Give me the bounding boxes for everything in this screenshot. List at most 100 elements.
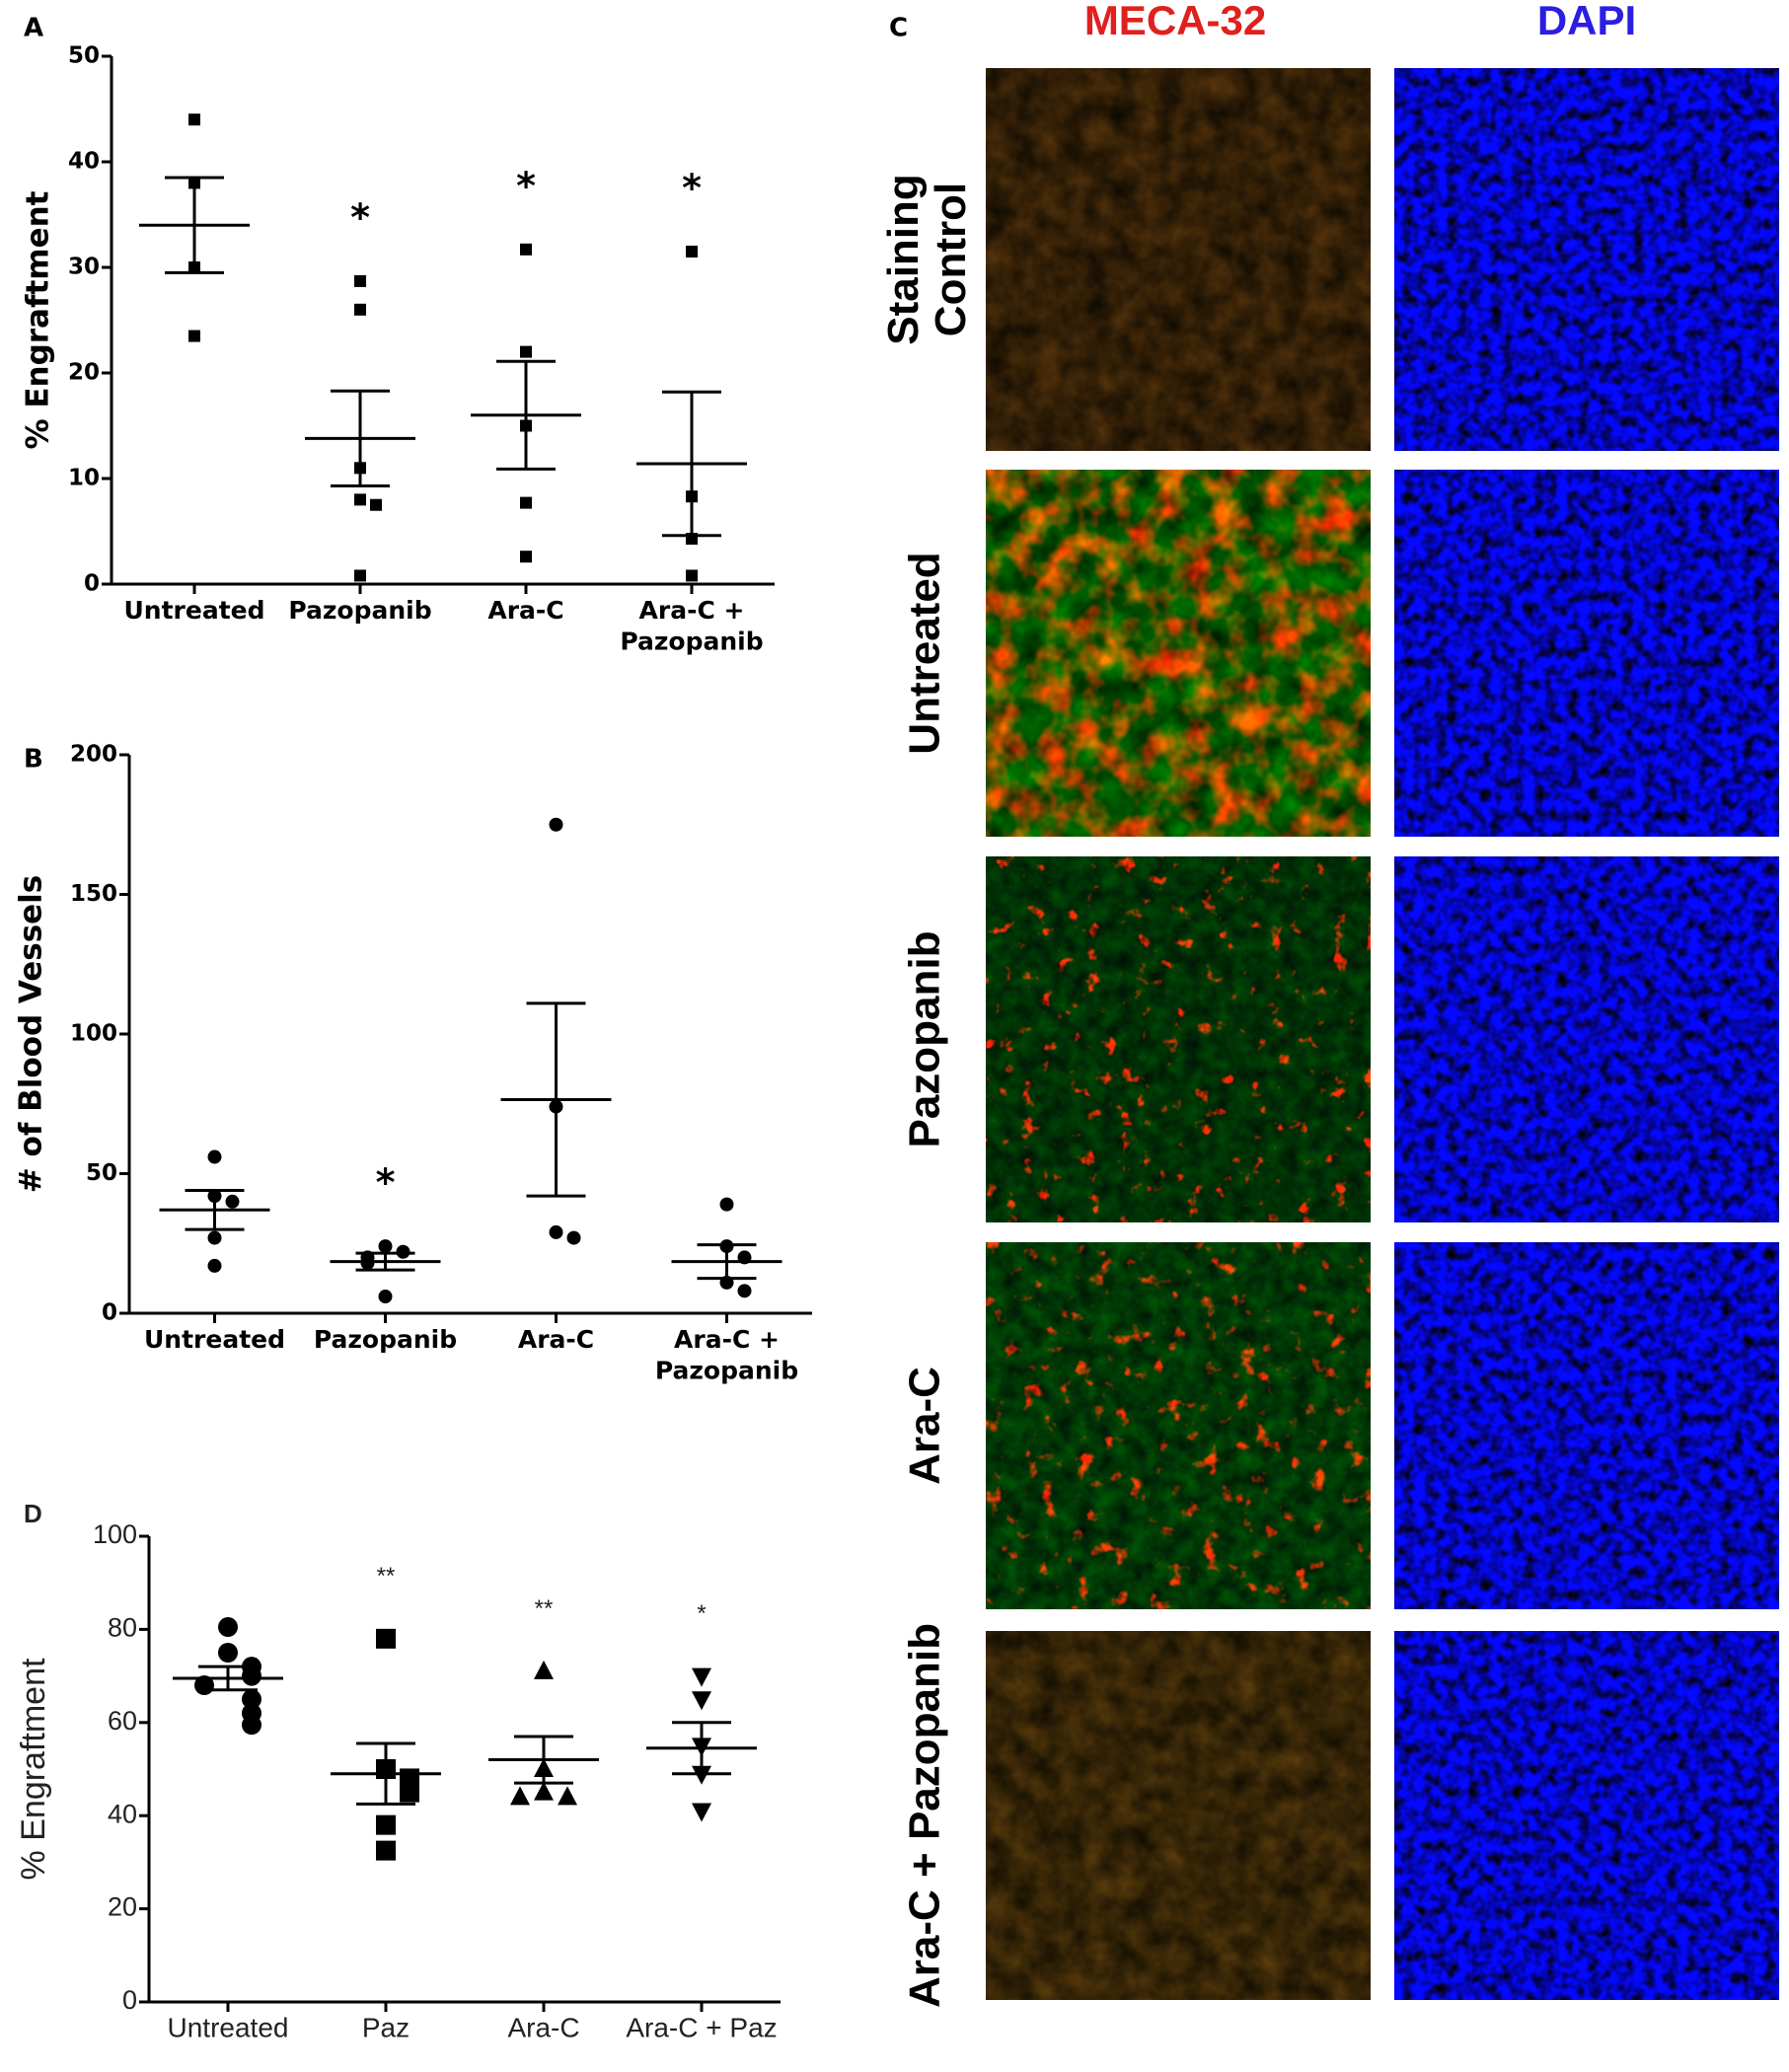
y-tick-label: 10 — [68, 466, 100, 491]
point — [692, 1691, 711, 1711]
point — [549, 1224, 563, 1239]
significance-mark: ** — [377, 1563, 396, 1590]
x-tick-label: Untreated — [168, 2012, 289, 2042]
y-tick-label: 100 — [93, 1519, 137, 1549]
x-tick-label: Pazopanib — [314, 1325, 457, 1354]
micrograph — [1394, 1242, 1779, 1609]
y-tick-label: 40 — [108, 1799, 137, 1828]
point — [534, 1660, 554, 1679]
y-axis-label: % Engraftment — [21, 190, 56, 449]
point — [719, 1197, 734, 1212]
point — [520, 243, 532, 256]
x-tick-label: Paz — [362, 2012, 410, 2042]
point — [520, 496, 532, 509]
x-tick-label: Ara-C — [518, 1325, 594, 1354]
chart-panel: B 0 50 100 150 200 # of Blood Vessels Untreated… — [14, 742, 812, 1384]
point — [242, 1689, 261, 1710]
point — [242, 1715, 261, 1736]
significance-mark: ** — [535, 1595, 554, 1622]
y-tick-label: 20 — [68, 360, 100, 386]
y-tick-label: 20 — [108, 1892, 137, 1922]
y-tick-label: 100 — [70, 1021, 117, 1047]
y-tick-label: 150 — [70, 881, 117, 907]
column-header: MECA-32 — [1084, 0, 1266, 43]
y-axis-label: # of Blood Vessels — [14, 875, 49, 1194]
row-label: StainingControl — [879, 174, 975, 345]
point — [207, 1258, 222, 1273]
point — [354, 274, 366, 287]
point — [188, 330, 200, 342]
point — [207, 1149, 222, 1164]
point — [566, 1230, 581, 1245]
micrograph — [986, 856, 1371, 1222]
point — [378, 1239, 393, 1254]
panel-label: B — [24, 745, 43, 775]
micrograph — [1394, 470, 1779, 837]
x-tick-label: Ara-C + Pazopanib — [655, 1325, 798, 1384]
micrograph — [986, 1242, 1371, 1609]
row-label: Pazopanib — [901, 930, 949, 1147]
x-tick-label: Ara-C — [487, 596, 563, 625]
point — [520, 551, 532, 563]
significance-mark: * — [682, 166, 702, 209]
y-tick-label: 80 — [108, 1613, 137, 1643]
x-tick-label: Pazopanib — [288, 596, 431, 625]
micrograph — [1394, 856, 1779, 1222]
y-tick-label: 0 — [84, 571, 100, 597]
point — [378, 1290, 393, 1304]
y-tick-label: 50 — [68, 43, 100, 69]
y-tick-label: 0 — [102, 1300, 117, 1326]
point — [737, 1284, 752, 1298]
micrograph — [986, 470, 1371, 837]
y-tick-label: 60 — [108, 1706, 137, 1736]
x-tick-label: Ara-C + Pazopanib — [620, 596, 763, 655]
panel-label: D — [24, 1499, 42, 1528]
significance-mark: * — [376, 1161, 396, 1205]
point — [376, 1628, 396, 1649]
point — [225, 1194, 240, 1209]
point — [400, 1782, 419, 1803]
x-tick-label: Untreated — [123, 596, 264, 625]
significance-mark: * — [516, 164, 536, 207]
x-tick-label: Ara-C — [507, 2012, 579, 2042]
micrograph — [986, 1631, 1371, 2000]
point — [558, 1786, 577, 1806]
micrograph — [1394, 1631, 1779, 2000]
significance-mark: * — [350, 195, 370, 239]
point — [370, 498, 382, 511]
point — [354, 303, 366, 316]
point — [354, 493, 366, 506]
point — [549, 817, 563, 832]
panel-label: C — [889, 14, 908, 43]
point — [242, 1665, 261, 1686]
point — [354, 569, 366, 582]
y-tick-label: 0 — [122, 1985, 137, 2015]
panel-label: A — [24, 14, 43, 43]
point — [376, 1840, 396, 1861]
row-label: Ara-C + Pazopanib — [901, 1623, 949, 2008]
chart-panel: A 0 10 20 30 40 50 % Engraftment Untreated Pazopa… — [21, 14, 775, 655]
significance-mark: * — [697, 1600, 706, 1627]
x-tick-label: Untreated — [144, 1325, 285, 1354]
y-axis-label: % Engraftment — [15, 1658, 52, 1880]
point — [207, 1230, 222, 1245]
y-tick-label: 30 — [68, 255, 100, 280]
point — [218, 1643, 238, 1663]
point — [686, 569, 698, 582]
y-tick-label: 200 — [70, 742, 117, 768]
row-label: Untreated — [901, 552, 949, 754]
point — [510, 1786, 530, 1806]
point — [218, 1617, 238, 1638]
x-tick-label: Ara-C + Paz — [626, 2012, 777, 2042]
micrograph — [986, 68, 1371, 451]
y-tick-label: 40 — [68, 149, 100, 175]
y-tick-label: 50 — [86, 1160, 117, 1186]
point — [188, 113, 200, 126]
micrograph — [1394, 68, 1779, 451]
point — [534, 1781, 554, 1801]
column-header: DAPI — [1537, 0, 1636, 43]
point — [520, 345, 532, 358]
row-label: Ara-C — [901, 1367, 949, 1485]
